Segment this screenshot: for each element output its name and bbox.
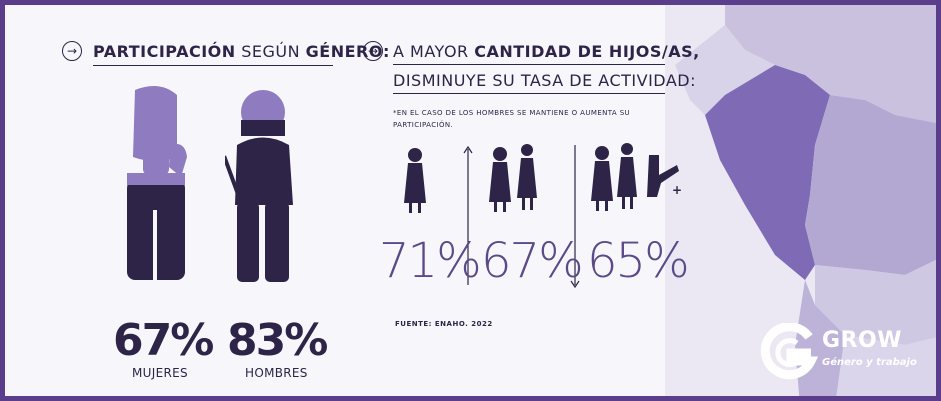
logo-subtitle: Género y trabajo — [822, 357, 917, 368]
arrow-right-icon: → — [62, 41, 82, 61]
heading-left-bold-1: PARTICIPACIÓN — [93, 42, 236, 61]
heading-right-bold: CANTIDAD DE HIJOS/AS, — [474, 42, 700, 61]
women-percentage: 67% — [113, 315, 214, 366]
women-label: MUJERES — [132, 366, 188, 380]
heading-left-underline — [93, 65, 333, 66]
heading-right-underline-2 — [393, 93, 665, 94]
note-line-1: *EN EL CASO DE LOS HOMBRES SE MANTIENE O… — [393, 109, 631, 117]
men-label: HOMBRES — [245, 366, 308, 380]
plus-sign: + — [672, 183, 683, 197]
arrow-down-icon — [570, 145, 580, 289]
rate-no-children: 71% — [379, 233, 482, 289]
woman-two-children-icon — [591, 143, 679, 211]
men-percentage: 83% — [227, 315, 328, 366]
peru-map — [665, 5, 936, 396]
heading-right-light: A MAYOR — [393, 42, 469, 61]
woman-figure-icon — [127, 86, 187, 280]
heading-participacion: PARTICIPACIÓN SEGÚN GÉNERO: — [93, 42, 390, 61]
rate-two-plus-children: 65% — [587, 233, 690, 289]
note-text: *EN EL CASO DE LOS HOMBRES SE MANTIENE O… — [393, 107, 630, 131]
heading-left-light: SEGÚN — [241, 42, 301, 61]
woman-one-child-icon — [489, 144, 537, 212]
source-text: FUENTE: ENAHO. 2022 — [395, 320, 493, 328]
woman-no-children-icon — [404, 148, 426, 213]
heading-hijos-line1: A MAYOR CANTIDAD DE HIJOS/AS, — [393, 42, 700, 61]
heading-hijos-line2: DISMINUYE SU TASA DE ACTIVIDAD: — [393, 71, 696, 90]
arrow-up-icon — [463, 145, 473, 285]
man-figure-icon — [225, 90, 293, 282]
heading-right-underline-1 — [393, 64, 665, 65]
heading-right-line2: DISMINUYE SU TASA DE ACTIVIDAD: — [393, 71, 696, 90]
note-line-2: PARTICIPACIÓN. — [393, 121, 454, 129]
grow-logo-icon — [760, 323, 819, 380]
rate-one-child: 67% — [481, 233, 584, 289]
arrow-right-icon: → — [363, 41, 383, 61]
logo-title: GROW — [822, 328, 902, 353]
